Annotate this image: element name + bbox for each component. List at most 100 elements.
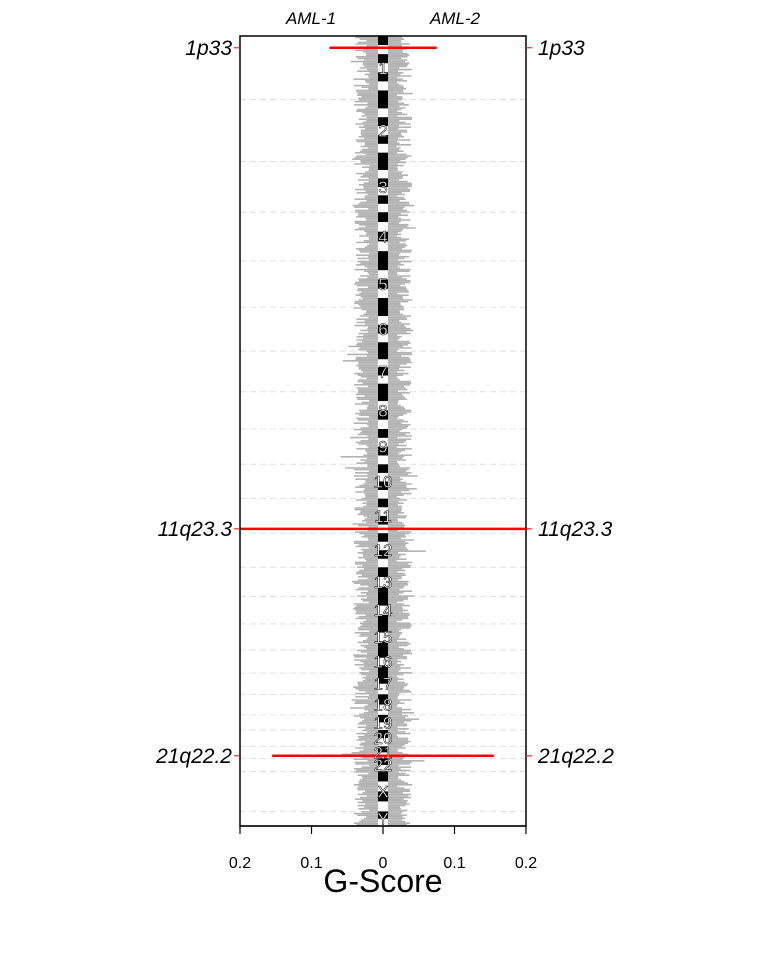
peak-label-right: 11q23.3	[538, 518, 613, 541]
chromosome-band	[378, 657, 388, 666]
peak-labels: 1p33 1p33 11q23.3 11q23.3 21q22.2 21q22.2	[155, 37, 614, 768]
chromosome-band	[378, 764, 388, 772]
chromosome-band	[378, 464, 388, 474]
chromosome-band	[378, 195, 388, 205]
chromosome-band	[378, 117, 388, 127]
chromosome-band	[378, 81, 388, 91]
chromosome-band	[378, 342, 388, 352]
chromosome-band	[378, 729, 388, 739]
chromosome-ideogram	[378, 36, 388, 827]
chromosome-band	[378, 455, 388, 465]
chromosome-label: 13	[374, 573, 393, 592]
chromosome-label: 6	[378, 320, 387, 339]
chromosome-band	[378, 99, 388, 109]
chromosome-band	[378, 410, 388, 420]
chromosome-band	[378, 324, 388, 334]
chromosome-band	[378, 623, 388, 633]
chromosome-label: 16	[374, 653, 393, 672]
chromosome-band	[378, 605, 388, 616]
chromosome-label: 9	[378, 438, 387, 457]
chromosome-band	[378, 333, 388, 343]
chromosome-band	[378, 490, 388, 499]
chromosome-band	[378, 558, 388, 568]
chromosome-band	[378, 673, 388, 685]
chromosome-band	[378, 203, 388, 213]
chromosome-band	[378, 632, 388, 642]
chromosome-band	[378, 351, 388, 360]
chromosome-band	[378, 515, 388, 525]
chromosome-label: 18	[374, 696, 393, 715]
peak-label-left: 21q22.2	[155, 745, 232, 768]
chromosome-label: 10	[374, 472, 393, 491]
chromosome-band	[378, 550, 388, 560]
chromosome-band	[378, 383, 388, 393]
chromosome-band	[378, 279, 388, 290]
chromosome-band	[378, 161, 388, 171]
chromosome-band	[378, 36, 388, 46]
chromosome-band	[378, 567, 388, 578]
chromosome-band	[378, 614, 388, 625]
chromosome-band	[378, 665, 388, 674]
chromosome-band	[378, 641, 388, 651]
peak-label-right: 21q22.2	[537, 745, 614, 768]
chromosome-band	[378, 143, 388, 153]
peak-label-right: 1p33	[538, 37, 585, 60]
x-tick-label: 0.1	[443, 855, 465, 872]
chromosome-band	[378, 481, 388, 491]
chromosome-band	[378, 221, 388, 233]
chromosome-label: 21	[374, 743, 393, 762]
chromosome-band	[378, 507, 388, 517]
chromosome-band	[378, 704, 388, 716]
chromosome-band	[378, 818, 388, 827]
chromosome-band	[378, 791, 388, 802]
chromosome-band	[378, 298, 388, 308]
chromosome-band	[378, 650, 388, 659]
chromosome-band	[378, 391, 388, 402]
sample-label-left: AML-1	[285, 9, 336, 28]
chromosome-band	[378, 781, 388, 792]
chromosome-band	[378, 45, 388, 55]
chromosome-label: 5	[378, 275, 387, 294]
chromosome-band	[378, 178, 388, 188]
chromosome-band	[378, 186, 388, 196]
chromosome-band	[378, 359, 388, 368]
sample-label-right: AML-2	[429, 9, 481, 28]
chromosome-band	[378, 375, 388, 384]
chromosome-label: 12	[374, 541, 393, 560]
chromosome-label: 11	[374, 507, 392, 526]
peak-label-left: 11q23.3	[158, 518, 233, 541]
chromosome-label: 1	[378, 59, 387, 78]
chromosome-band	[378, 472, 388, 482]
chromosome-band	[378, 212, 388, 223]
chromosome-band	[378, 746, 388, 753]
peak-bars	[240, 46, 526, 758]
chromosome-band	[378, 714, 388, 723]
chromosome-band	[378, 738, 388, 747]
chromosome-band	[378, 577, 388, 588]
x-tick-label: 0.2	[229, 855, 251, 872]
chromosome-band	[378, 367, 388, 376]
x-tick-label: 0.1	[300, 855, 322, 872]
chromosome-band	[378, 134, 388, 145]
chromosome-label: 2	[378, 122, 387, 141]
chromosome-label: 19	[374, 713, 393, 732]
chromosome-band	[378, 758, 388, 766]
chromosome-band	[378, 811, 388, 819]
chromosome-band	[378, 683, 388, 695]
chromosome-label: 3	[378, 178, 387, 197]
x-tick-label: 0.2	[515, 855, 537, 872]
chromosome-band	[378, 586, 388, 597]
chromosome-band	[378, 401, 388, 411]
chromosome-band	[378, 801, 388, 812]
chromosome-band	[378, 437, 388, 447]
chromosome-band	[378, 316, 388, 326]
chromosome-band	[378, 428, 388, 439]
x-axis: 0.2 0.1 0 0.1 0.2	[229, 825, 537, 872]
chromosome-label: 22	[374, 756, 393, 775]
chromosome-band	[378, 241, 388, 252]
peak-label-left: 1p33	[185, 37, 232, 60]
chromosome-band	[378, 90, 388, 100]
chromosome-band	[378, 446, 388, 456]
chromosome-band	[378, 72, 388, 82]
